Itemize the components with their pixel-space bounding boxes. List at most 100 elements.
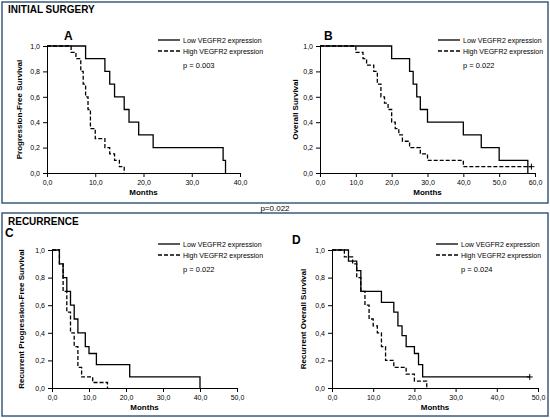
legend-swatch <box>438 39 460 40</box>
legend-label: High VEGFR2 expression <box>183 48 263 56</box>
x-tick-mark <box>320 173 321 177</box>
x-tick: 50,0 <box>493 173 507 186</box>
x-tick: 0,0 <box>43 173 53 186</box>
x-tick: 40,0 <box>457 173 471 186</box>
y-tick-label: 0,0 <box>315 385 325 392</box>
y-tick-label: 0,6 <box>315 302 325 309</box>
x-tick-mark <box>499 173 500 177</box>
y-tick-mark <box>43 148 47 149</box>
y-tick-mark <box>328 360 332 361</box>
x-tick-mark <box>95 173 96 177</box>
legend: Low VEGFR2 expressionHigh VEGFR2 express… <box>158 241 263 260</box>
x-tick-mark <box>392 173 393 177</box>
y-tick: 0,6 <box>35 302 52 309</box>
x-tick: 10,0 <box>350 173 364 186</box>
y-tick: 0,4 <box>315 330 332 337</box>
x-tick-mark <box>535 173 536 177</box>
y-tick-mark <box>316 97 320 98</box>
section-box <box>2 213 548 416</box>
x-tick-label: 50,0 <box>231 394 245 401</box>
y-tick: 0,8 <box>315 274 332 281</box>
x-tick: 10,0 <box>89 173 103 186</box>
y-tick: 1,0 <box>35 247 52 254</box>
y-tick: 0,0 <box>30 170 47 177</box>
x-tick-label: 40,0 <box>457 179 471 186</box>
y-tick: 0,2 <box>35 357 52 364</box>
x-tick-mark <box>144 173 145 177</box>
y-tick-label: 0,6 <box>303 94 313 101</box>
x-tick-mark <box>240 173 241 177</box>
x-tick: 50,0 <box>231 388 245 401</box>
x-tick-mark <box>200 388 201 392</box>
y-tick-label: 0,8 <box>30 68 40 75</box>
x-tick-label: 50,0 <box>493 179 507 186</box>
x-axis-title: Months <box>130 403 159 412</box>
x-tick-label: 20,0 <box>408 394 422 401</box>
x-tick: 20,0 <box>120 388 134 401</box>
plot-area <box>52 250 200 388</box>
y-tick: 0,6 <box>303 94 320 101</box>
x-tick-mark <box>192 173 193 177</box>
y-tick: 0,0 <box>35 385 52 392</box>
x-tick-mark <box>163 388 164 392</box>
y-tick-label: 0,4 <box>303 119 313 126</box>
x-tick-label: 10,0 <box>83 394 97 401</box>
x-tick: 0,0 <box>328 388 338 401</box>
y-axis: 0,00,20,40,60,81,0 <box>30 43 47 177</box>
x-tick: 50,0 <box>532 388 546 401</box>
x-tick-label: 0,0 <box>48 394 58 401</box>
legend-label: High VEGFR2 expression <box>461 252 541 260</box>
y-tick: 1,0 <box>30 43 47 50</box>
y-tick-mark <box>43 46 47 47</box>
x-tick: 60,0 <box>529 173 543 186</box>
x-tick-mark <box>414 388 415 392</box>
y-tick-mark <box>43 71 47 72</box>
y-axis: 0,0 0,2 0,4 0,6 0,8 1,0 <box>35 247 52 392</box>
x-axis: 0,010,020,030,040,050,0 <box>328 388 546 401</box>
y-tick-mark <box>48 250 52 251</box>
y-tick-mark <box>316 173 320 174</box>
x-tick-mark <box>126 388 127 392</box>
y-tick-label: 0,6 <box>30 94 40 101</box>
y-tick-label: 1,0 <box>315 247 325 254</box>
y-tick-label: 0,8 <box>303 68 313 75</box>
y-tick-label: 0,2 <box>315 357 325 364</box>
y-tick-label: 0,4 <box>35 330 45 337</box>
y-axis-line <box>320 47 321 174</box>
legend: Low VEGFR2 expressionHigh VEGFR2 express… <box>438 37 543 56</box>
x-tick: 30,0 <box>185 173 199 186</box>
y-tick: 0,8 <box>30 68 47 75</box>
x-tick-mark <box>47 173 48 177</box>
y-tick-mark <box>328 278 332 279</box>
y-axis-line <box>47 47 48 174</box>
y-tick-mark <box>48 333 52 334</box>
note: p=0.022 <box>260 204 290 213</box>
x-tick-label: 0,0 <box>316 179 326 186</box>
x-tick: 20,0 <box>137 173 151 186</box>
y-tick-mark <box>48 388 52 389</box>
legend-swatch <box>436 243 458 244</box>
y-tick: 0,0 <box>303 170 320 177</box>
y-tick: 0,8 <box>303 68 320 75</box>
x-tick-label: 10,0 <box>367 394 381 401</box>
x-tick: 0,0 <box>48 388 58 401</box>
survival-curve <box>320 46 531 167</box>
x-tick-label: 20,0 <box>120 394 134 401</box>
x-tick: 30,0 <box>421 173 435 186</box>
y-axis: 0,00,20,40,60,81,0 <box>303 43 320 177</box>
x-tick: 40,0 <box>234 173 248 186</box>
y-tick: 0,2 <box>315 357 332 364</box>
x-tick-mark <box>456 388 457 392</box>
legend-swatch <box>438 50 460 51</box>
x-tick-mark <box>463 173 464 177</box>
panel-letter: A <box>64 29 73 43</box>
section-title: RECURRENCE <box>8 216 79 227</box>
y-tick: 0,8 <box>35 274 52 281</box>
y-tick-mark <box>328 305 332 306</box>
y-tick-label: 0,2 <box>30 144 40 151</box>
y-tick-mark <box>48 305 52 306</box>
x-tick: 20,0 <box>408 388 422 401</box>
x-tick-mark <box>497 388 498 392</box>
legend-label: High VEGFR2 expression <box>183 252 263 260</box>
x-tick-label: 50,0 <box>532 394 546 401</box>
